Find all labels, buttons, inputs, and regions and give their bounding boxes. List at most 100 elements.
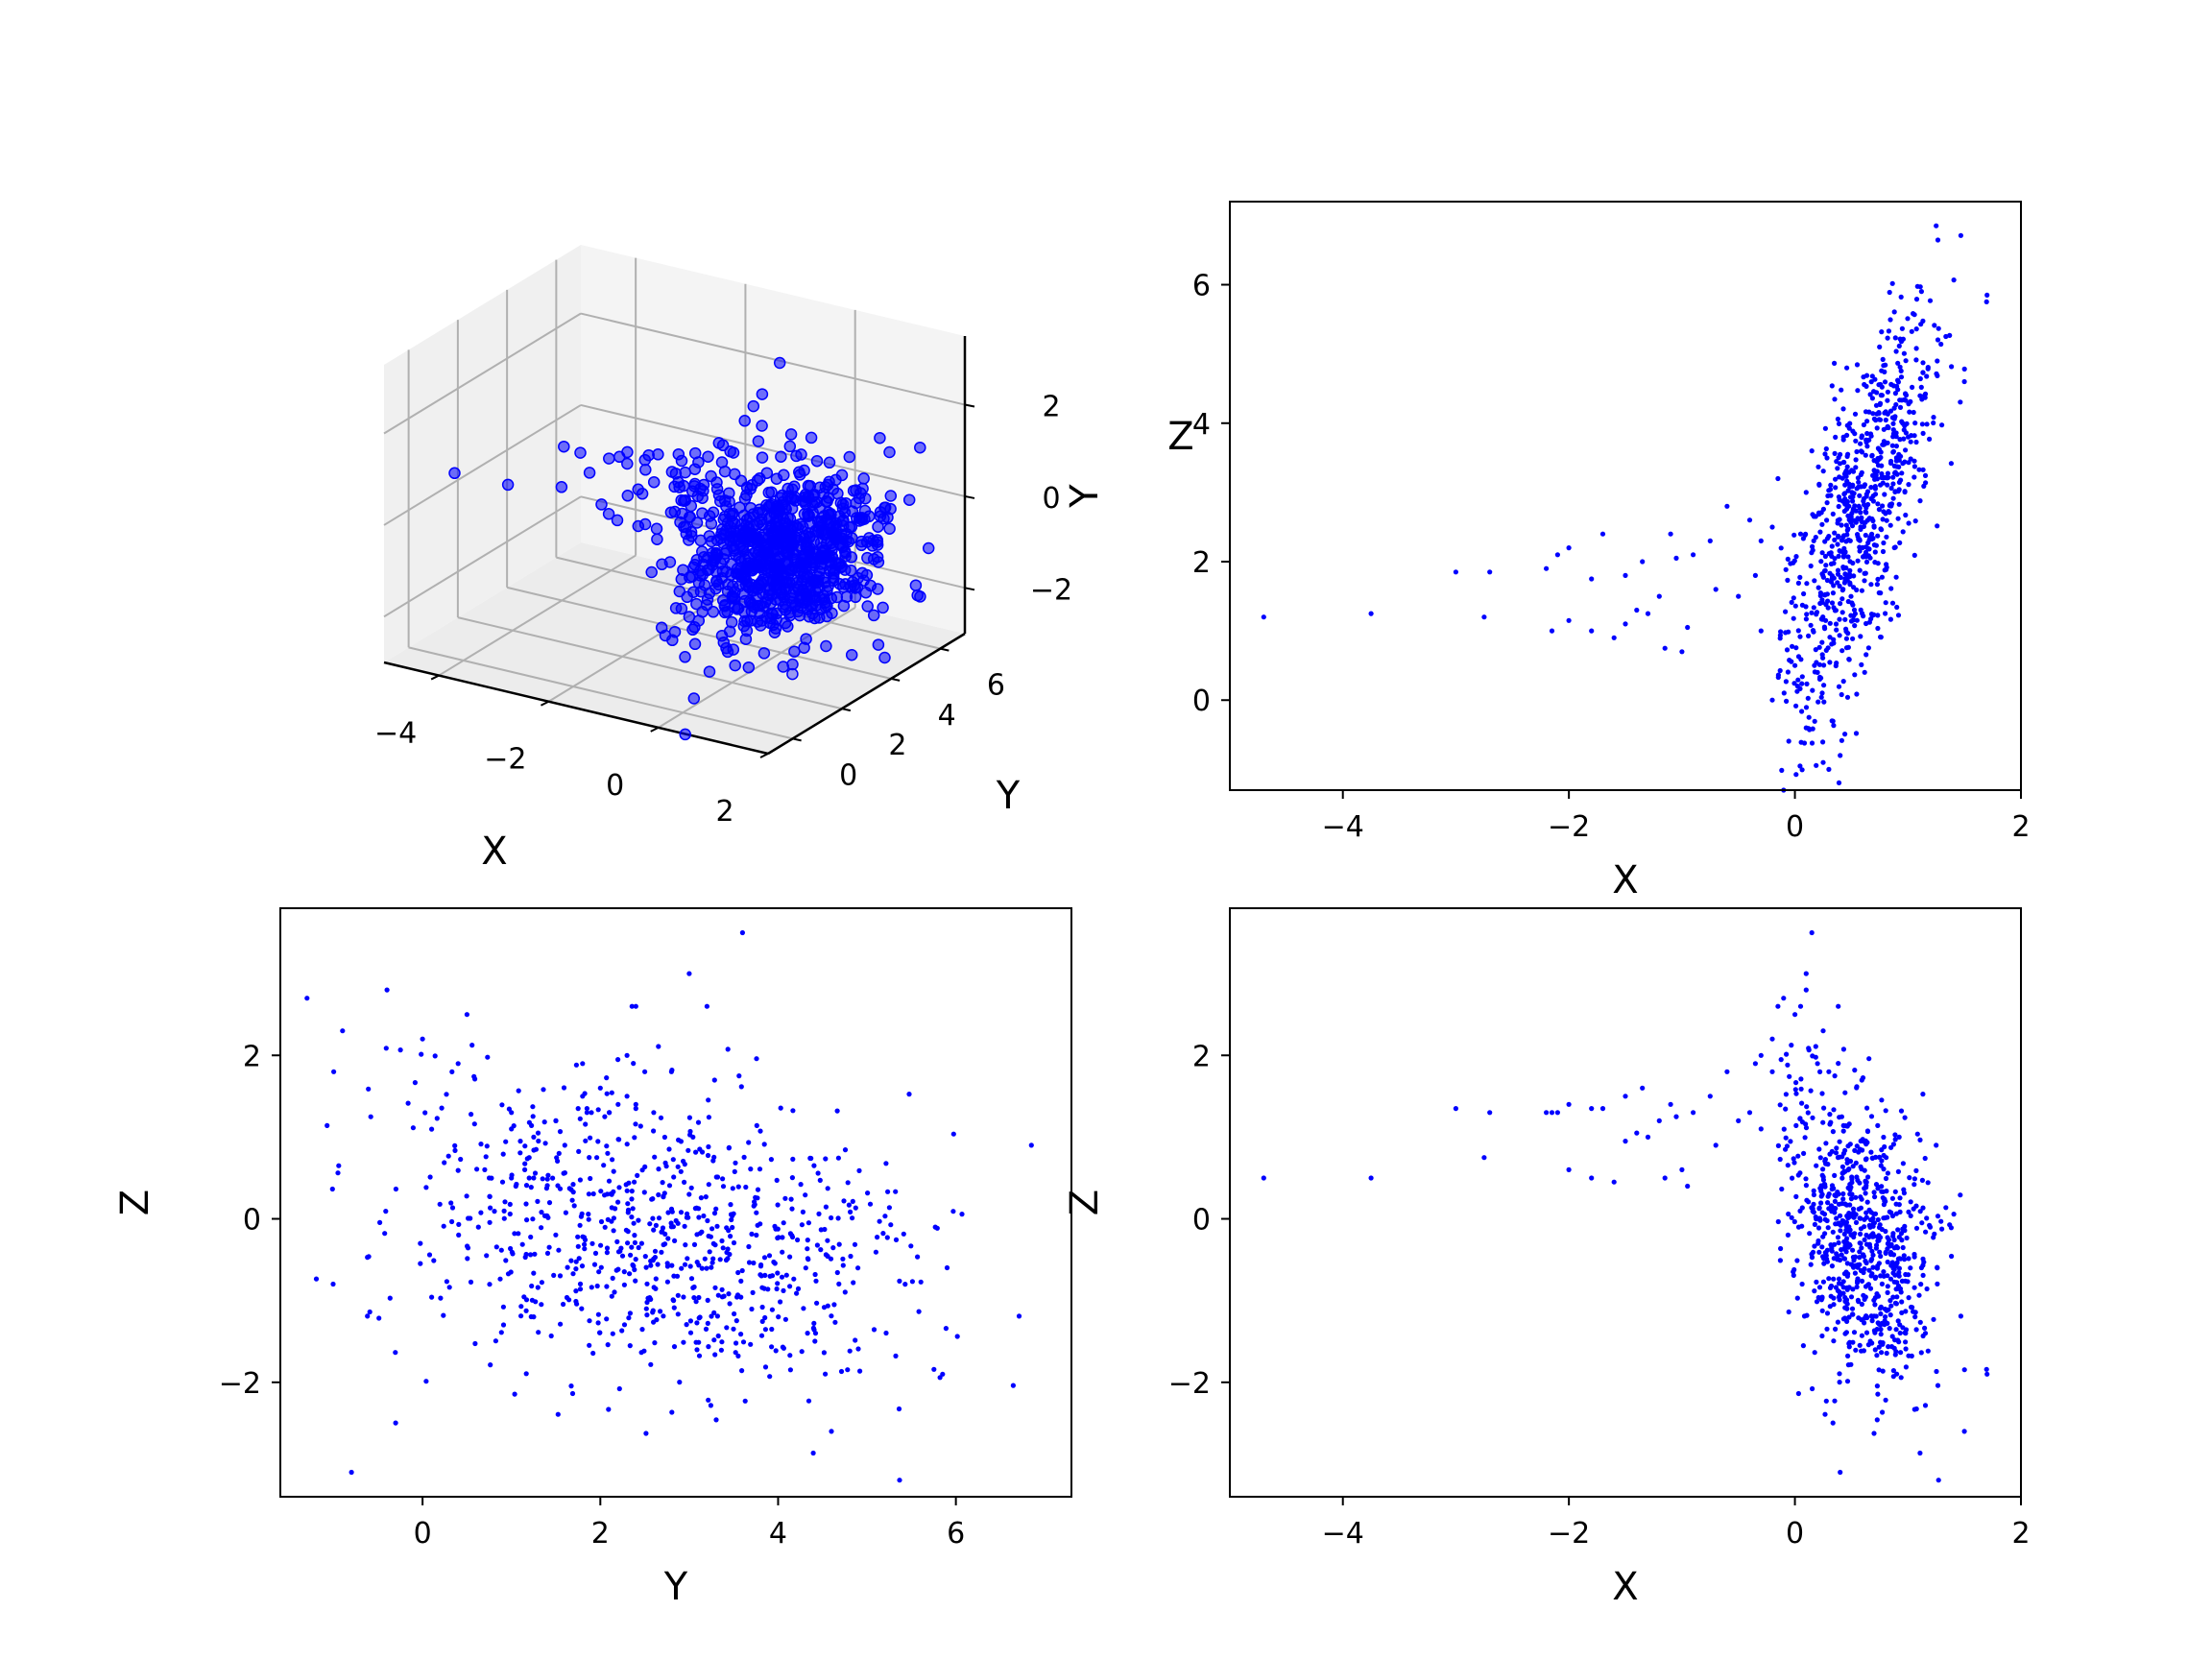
- data-point: [1775, 1003, 1781, 1009]
- data-point: [1830, 1420, 1836, 1426]
- data-point: [825, 1186, 830, 1191]
- data-point: [448, 1200, 454, 1206]
- data-point: [697, 1146, 703, 1152]
- data-point: [1827, 1112, 1833, 1118]
- data-point: [1487, 1110, 1493, 1116]
- data-point: [1611, 635, 1617, 640]
- data-point: [1838, 1292, 1843, 1298]
- data-point: [737, 544, 750, 558]
- data-point: [811, 1163, 817, 1168]
- data-point: [668, 1224, 675, 1230]
- data-point: [1949, 364, 1955, 370]
- data-point: [642, 448, 655, 462]
- data-point: [685, 1211, 690, 1216]
- data-point: [817, 1177, 823, 1183]
- data-point: [557, 1273, 564, 1279]
- data-point: [1878, 1310, 1884, 1317]
- data-point: [1822, 1231, 1828, 1237]
- data-point: [1868, 433, 1874, 439]
- data-point: [1892, 1352, 1898, 1358]
- data-point: [1855, 388, 1861, 394]
- data-point: [509, 1110, 515, 1116]
- data-point: [1858, 607, 1863, 613]
- data-point: [557, 1129, 564, 1135]
- data-point: [1902, 1115, 1908, 1120]
- data-point: [1841, 1256, 1847, 1262]
- data-point: [1820, 1254, 1826, 1260]
- data-point: [619, 1253, 626, 1259]
- data-point: [1879, 1147, 1885, 1153]
- data-point: [1833, 485, 1839, 491]
- data-point: [1876, 1261, 1882, 1266]
- data-point: [755, 550, 767, 563]
- data-point: [683, 611, 696, 623]
- data-point: [606, 1178, 613, 1184]
- data-point: [761, 1255, 768, 1261]
- data-point: [1713, 1142, 1719, 1148]
- data-point: [1875, 613, 1881, 618]
- data-point: [1921, 483, 1927, 489]
- data-point: [871, 583, 884, 595]
- data-point: [1872, 1347, 1878, 1353]
- data-point: [1936, 1478, 1941, 1483]
- data-point: [679, 651, 691, 663]
- data-point: [1902, 1330, 1908, 1335]
- data-point: [1794, 1258, 1800, 1263]
- data-point: [1795, 654, 1802, 660]
- data-point: [1869, 1248, 1875, 1254]
- data-point: [1864, 517, 1870, 523]
- data-point: [1852, 1270, 1858, 1276]
- data-point: [331, 1069, 337, 1074]
- data-point: [1867, 1244, 1873, 1250]
- axis-line: [383, 661, 769, 756]
- y-tick-label: 2: [1192, 1040, 1211, 1073]
- data-point: [1854, 617, 1860, 623]
- data-point: [1549, 628, 1555, 634]
- grid-line: [383, 404, 582, 526]
- z-axis-label: Z: [1167, 415, 1193, 459]
- data-point: [609, 1293, 614, 1299]
- data-point: [522, 1166, 528, 1172]
- data-point: [1847, 582, 1853, 588]
- data-point: [1943, 333, 1949, 340]
- data-point: [706, 1344, 711, 1350]
- data-point: [1803, 616, 1809, 622]
- data-point: [597, 1085, 603, 1091]
- data-point: [825, 1238, 830, 1243]
- data-point: [1906, 1272, 1911, 1278]
- data-point: [1891, 405, 1897, 411]
- data-point: [857, 574, 870, 587]
- data-point: [1554, 1110, 1560, 1116]
- data-point: [1816, 1249, 1822, 1255]
- data-point: [488, 1205, 493, 1211]
- data-point: [1864, 489, 1871, 494]
- data-point: [686, 1115, 693, 1120]
- data-point: [1803, 987, 1809, 993]
- data-point: [541, 1119, 547, 1125]
- data-point: [867, 1201, 874, 1207]
- data-point: [1883, 1397, 1888, 1403]
- data-point: [579, 1263, 586, 1269]
- data-point: [1797, 1170, 1803, 1176]
- data-point: [1874, 1383, 1880, 1389]
- data-point: [1885, 482, 1890, 488]
- data-point: [1793, 1091, 1799, 1096]
- data-point: [750, 590, 762, 603]
- data-point: [660, 1180, 665, 1186]
- data-point: [1818, 694, 1824, 700]
- data-point: [1791, 615, 1796, 621]
- data-point: [718, 465, 732, 478]
- data-point: [1752, 572, 1758, 579]
- data-point: [528, 1252, 534, 1258]
- data-point: [1863, 552, 1868, 558]
- data-point: [806, 498, 819, 511]
- data-point: [769, 622, 782, 635]
- data-point: [759, 1318, 765, 1324]
- data-point: [1884, 1350, 1889, 1357]
- data-point: [729, 1216, 734, 1223]
- data-point: [493, 1338, 499, 1344]
- data-point: [777, 661, 790, 673]
- data-point: [703, 1194, 709, 1200]
- data-point: [367, 1309, 373, 1315]
- data-point: [1880, 517, 1886, 522]
